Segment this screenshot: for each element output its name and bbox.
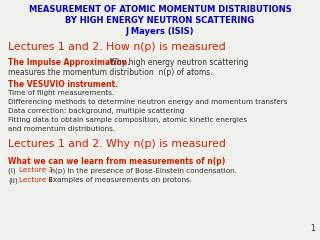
Text: What we can we learn from measurements of n(p): What we can we learn from measurements o… [8, 157, 225, 166]
Text: measures the momentum distribution  n(p) of atoms.: measures the momentum distribution n(p) … [8, 68, 212, 77]
Text: Examples of measurements on protons.: Examples of measurements on protons. [46, 177, 192, 183]
Text: (ii): (ii) [8, 177, 18, 184]
Text: and momentum distributions.: and momentum distributions. [8, 126, 115, 132]
Text: The Impulse Approximation.: The Impulse Approximation. [8, 58, 130, 67]
Text: Lectures 1 and 2. How n(p) is measured: Lectures 1 and 2. How n(p) is measured [8, 42, 226, 52]
Text: Time of flight measurements.: Time of flight measurements. [8, 90, 114, 96]
Text: Why high energy neutron scattering: Why high energy neutron scattering [107, 58, 248, 67]
Text: Lecture 3: Lecture 3 [19, 167, 53, 173]
Text: Lecture 4: Lecture 4 [19, 177, 53, 183]
Text: Differencing methods to determine neutron energy and momentum transfers: Differencing methods to determine neutro… [8, 99, 287, 105]
Text: BY HIGH ENERGY NEUTRON SCATTERING: BY HIGH ENERGY NEUTRON SCATTERING [65, 16, 255, 25]
Text: Data correction: background, multiple scattering: Data correction: background, multiple sc… [8, 108, 184, 114]
Text: MEASUREMENT OF ATOMIC MOMENTUM DISTRIBUTIONS: MEASUREMENT OF ATOMIC MOMENTUM DISTRIBUT… [29, 5, 291, 14]
Text: J Mayers (ISIS): J Mayers (ISIS) [126, 27, 194, 36]
Text: (i): (i) [8, 167, 18, 174]
Text: The VESUVIO instrument.: The VESUVIO instrument. [8, 80, 118, 89]
Text: 1: 1 [310, 224, 315, 233]
Text: Fitting data to obtain sample composition, atomic kinetic energies: Fitting data to obtain sample compositio… [8, 117, 247, 123]
Text: Lectures 1 and 2. Why n(p) is measured: Lectures 1 and 2. Why n(p) is measured [8, 139, 226, 149]
Text: n(p) in the presence of Bose-Einstein condensation.: n(p) in the presence of Bose-Einstein co… [46, 167, 237, 174]
